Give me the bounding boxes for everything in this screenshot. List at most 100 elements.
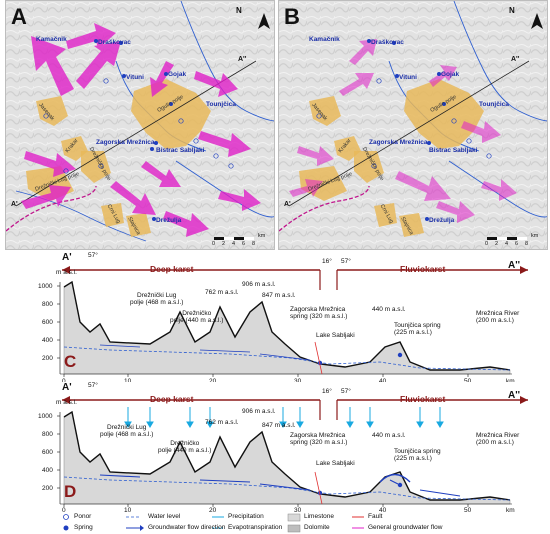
section-d-label-lug: Drežnički Lug polje (468 m a.s.l.) [100, 424, 154, 438]
section-c-zone-right: Fluviokarst [400, 264, 446, 274]
section-c-xtick-0: 0 [62, 378, 66, 385]
section-end-label: A'' [238, 56, 247, 63]
section-d-ytick-200: 200 [42, 485, 53, 492]
section-c-bearing-2: 16° [322, 258, 332, 265]
section-c-label-762: 762 m a.s.l. [205, 289, 239, 296]
section-d-yunit: m a.s.l. [56, 399, 77, 406]
section-d-xtick-0: 0 [62, 507, 66, 514]
legend-evapotranspiration: Evapotranspiration [228, 524, 283, 531]
scale-tick-8: 8 [252, 241, 256, 247]
legend-precipitation: Precipitation [228, 513, 264, 520]
scale-tick-0: 0 [212, 241, 216, 247]
section-c-xtick-20: 20 [209, 378, 216, 385]
scale-unit: km [258, 233, 266, 239]
scale-tick-8-b: 8 [525, 241, 529, 247]
scale-unit-b: km [531, 233, 539, 239]
section-d-zone-right: Fluviokarst [400, 394, 446, 404]
section-d-label-440: 440 m a.s.l. [372, 432, 406, 439]
place-tounjcica-b: Tounjčica [479, 101, 509, 108]
section-d-xtick-30: 30 [294, 507, 302, 514]
section-c-label-440: 440 m a.s.l. [372, 306, 406, 313]
section-d-label-762: 762 m a.s.l. [205, 419, 239, 426]
section-c-label-sabljaki: Lake Sabljaki [316, 332, 355, 339]
section-c-label-906: 906 m a.s.l. [242, 281, 276, 288]
scale-tick-4: 4 [232, 241, 236, 247]
section-c-start: A' [62, 252, 72, 263]
place-drezulja-b: Drežulja [429, 217, 455, 224]
section-d-bearing-1: 57° [88, 382, 98, 389]
section-c-bearing-3: 57° [341, 258, 351, 265]
place-bistrac: Bistrac Sabljaki [156, 147, 205, 154]
place-vituni-b: Vituni [399, 74, 417, 81]
section-c-ytick-800: 800 [42, 301, 53, 308]
section-d-label-zagorska: Zagorska Mrežnica spring (320 m a.s.l.) [290, 432, 348, 446]
section-d-end: A'' [508, 390, 520, 401]
section-d-label-847: 847 m a.s.l. [262, 422, 296, 429]
section-c-label-847: 847 m a.s.l. [262, 292, 296, 299]
place-zagorska-b: Zagorska Mrežnica [369, 139, 428, 146]
scale-tick-2-b: 2 [495, 241, 499, 247]
section-d-ytick-400: 400 [42, 467, 53, 474]
section-c-label-zagorska: Zagorska Mrežnica spring (320 m a.s.l.) [290, 306, 348, 320]
map-a-letter: A [11, 4, 27, 29]
place-kamacnik: Kamačnik [36, 36, 67, 43]
section-c-label-mreznica: Mrežnica River (200 m a.s.l.) [476, 310, 520, 324]
section-d-xtick-10: 10 [124, 507, 132, 514]
section-d-ytick-600: 600 [42, 449, 53, 456]
legend: Ponor Spring Water level Groundwater flo… [0, 512, 550, 534]
section-d-label-mreznica: Mrežnica River (200 m a.s.l.) [476, 432, 520, 446]
section-c-ytick-400: 400 [42, 337, 53, 344]
section-d-ytick-1000: 1000 [38, 413, 53, 420]
section-d-bearing-3: 57° [341, 388, 351, 395]
section-c-bearing-1: 57° [88, 252, 98, 259]
section-d-label-dreznicko: Drežničko polje (440 m a.s.l.) [158, 440, 212, 454]
section-d-xunit: km [506, 507, 515, 514]
section-d-zone-left: Deep karst [150, 394, 194, 404]
legend-limestone: Limestone [304, 513, 334, 520]
legend-general-flow: General groundwater flow [368, 524, 443, 531]
place-drezulja: Drežulja [156, 217, 182, 224]
section-c-xtick-30: 30 [294, 378, 301, 385]
section-c-zone-left: Deep karst [150, 264, 194, 274]
place-drezkovac-b: Draškovac [371, 39, 404, 46]
section-c-xtick-10: 10 [124, 378, 131, 385]
place-vituni: Vituni [126, 74, 144, 81]
place-tounjcica: Tounjčica [206, 101, 236, 108]
place-kamacnik-b: Kamačnik [309, 36, 340, 43]
cross-section-d: A' A'' Deep karst Fluviokarst 57° 16° 57… [0, 382, 550, 516]
legend-dolomite: Dolomite [304, 524, 330, 531]
scale-tick-6: 6 [242, 241, 246, 247]
legend-gw-direction: Groundwater flow direction [148, 524, 226, 531]
map-b-graphics [279, 1, 547, 249]
place-gojak-b: Gojak [441, 71, 460, 78]
map-b-letter: B [284, 4, 300, 29]
section-d-label-906: 906 m a.s.l. [242, 408, 276, 415]
legend-spring: Spring [74, 524, 93, 531]
section-c-graphics [57, 266, 528, 377]
scale-tick-6-b: 6 [515, 241, 519, 247]
section-c-ytick-1000: 1000 [38, 283, 53, 290]
legend-fault: Fault [368, 513, 383, 520]
section-d-xtick-50: 50 [464, 507, 472, 514]
section-d-xtick-40: 40 [379, 507, 387, 514]
section-d-bearing-2: 16° [322, 388, 332, 395]
place-bistrac-b: Bistrac Sabljaki [429, 147, 478, 154]
section-d-ytick-800: 800 [42, 431, 53, 438]
section-start-label: A' [11, 201, 18, 208]
section-c-end: A'' [508, 260, 520, 271]
section-d-start: A' [62, 382, 72, 393]
scale-tick-2: 2 [222, 241, 226, 247]
section-c-xtick-40: 40 [379, 378, 386, 385]
section-c-ytick-600: 600 [42, 319, 53, 326]
map-a-graphics [6, 1, 274, 249]
legend-ponor: Ponor [74, 513, 92, 520]
place-gojak: Gojak [168, 71, 187, 78]
section-d-label-tounjcica: Tounjčica spring (225 m a.s.l.) [394, 448, 441, 462]
scale-tick-0-b: 0 [485, 241, 489, 247]
section-c-ytick-200: 200 [42, 355, 53, 362]
section-c-xtick-50: 50 [464, 378, 471, 385]
section-end-label-b: A'' [511, 56, 520, 63]
section-d-label-sabljaki: Lake Sabljaki [316, 460, 355, 467]
section-c-label-lug: Drežnički Lug polje (468 m a.s.l.) [130, 292, 184, 306]
section-d-tag: D [64, 482, 77, 501]
